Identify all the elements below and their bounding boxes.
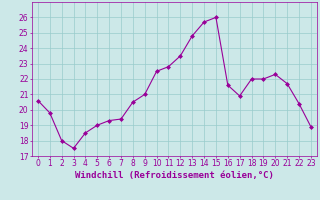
X-axis label: Windchill (Refroidissement éolien,°C): Windchill (Refroidissement éolien,°C) [75,171,274,180]
